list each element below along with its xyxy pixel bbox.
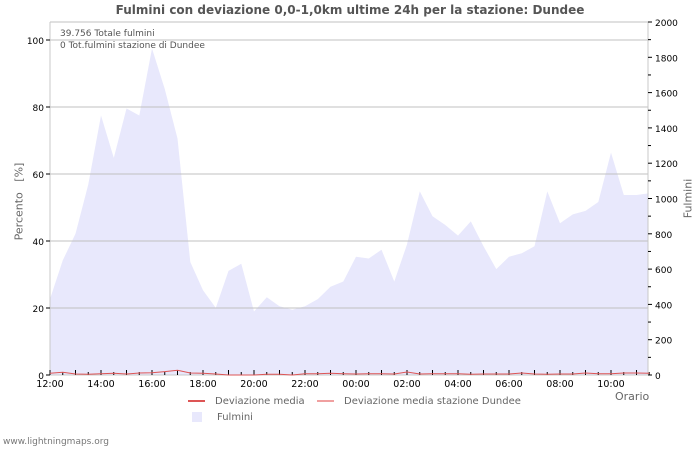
svg-text:00:00: 00:00 — [342, 379, 369, 390]
svg-text:200: 200 — [655, 337, 672, 347]
svg-text:04:00: 04:00 — [444, 379, 471, 390]
legend-item-deviazione-stazione: Deviazione media stazione Dundee — [317, 396, 521, 407]
svg-text:1200: 1200 — [655, 160, 678, 170]
left-axis-label: Percento [%] — [12, 162, 26, 241]
svg-text:40: 40 — [33, 238, 45, 248]
svg-text:20:00: 20:00 — [240, 379, 267, 390]
legend-line-icon — [188, 400, 205, 402]
svg-text:2000: 2000 — [655, 19, 678, 29]
svg-text:22:00: 22:00 — [291, 379, 318, 390]
svg-text:60: 60 — [33, 171, 45, 181]
legend-item-fulmini: Fulmini — [192, 412, 253, 423]
fulmini-area — [50, 48, 650, 375]
chart-title: Fulmini con deviazione 0,0-1,0km ultime … — [115, 3, 585, 17]
legend-line-icon — [317, 400, 334, 402]
deviazione-media-line — [49, 369, 650, 376]
svg-text:100: 100 — [27, 37, 44, 47]
svg-text:1800: 1800 — [655, 54, 678, 64]
svg-text:16:00: 16:00 — [138, 379, 165, 390]
svg-text:800: 800 — [655, 231, 672, 241]
svg-text:12:00: 12:00 — [36, 379, 63, 390]
legend-item-deviazione-media: Deviazione media — [188, 396, 305, 407]
svg-text:0: 0 — [655, 372, 661, 382]
svg-text:18:00: 18:00 — [189, 379, 216, 390]
svg-text:20: 20 — [33, 305, 45, 315]
x-axis-label: Orario — [615, 390, 650, 403]
svg-text:80: 80 — [33, 104, 45, 114]
svg-text:1400: 1400 — [655, 125, 678, 135]
right-axis-label: Fulmini — [681, 178, 695, 219]
svg-text:10:00: 10:00 — [597, 379, 624, 390]
svg-text:400: 400 — [655, 301, 672, 311]
station-total-annotation: 0 Tot.fulmini stazione di Dundee — [60, 41, 205, 51]
legend-swatch-icon — [192, 412, 202, 422]
svg-text:06:00: 06:00 — [495, 379, 522, 390]
svg-text:0: 0 — [38, 372, 44, 382]
svg-text:08:00: 08:00 — [546, 379, 573, 390]
total-lightning-annotation: 39.756 Totale fulmini — [60, 29, 155, 39]
svg-text:600: 600 — [655, 266, 672, 276]
svg-text:1600: 1600 — [655, 90, 678, 100]
svg-text:14:00: 14:00 — [87, 379, 114, 390]
svg-text:1000: 1000 — [655, 196, 678, 206]
site-credit: www.lightningmaps.org — [3, 437, 109, 447]
svg-text:02:00: 02:00 — [393, 379, 420, 390]
